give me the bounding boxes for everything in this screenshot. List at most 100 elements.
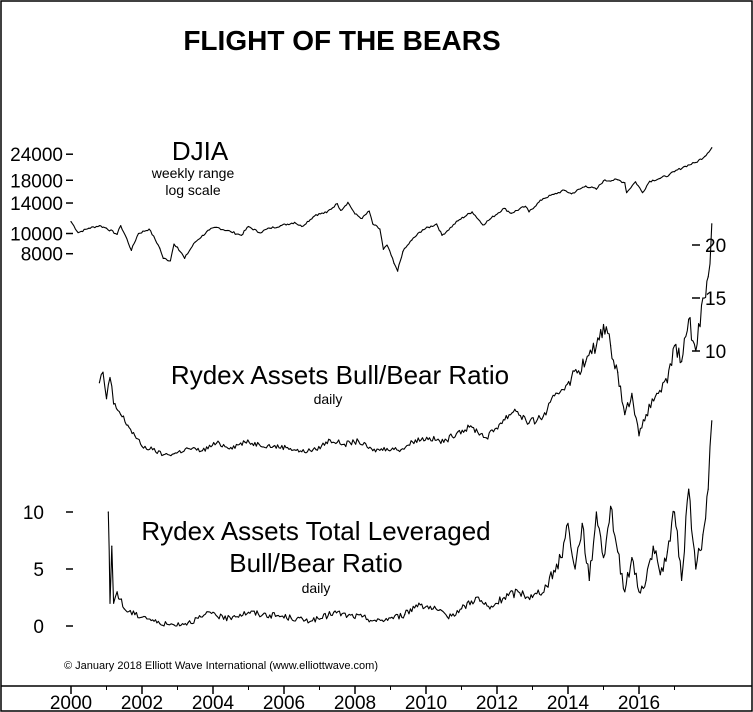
leveraged-data-point-49 — [645, 579, 647, 582]
bullbear-data-point-17 — [258, 443, 260, 445]
bullbear-data-point-43 — [610, 345, 612, 347]
bullbear-data-point-57 — [711, 223, 713, 225]
bullbear-y-tick-label-10: 10 — [705, 342, 726, 363]
djia-sublabel-weekly: weekly range — [151, 165, 235, 181]
leveraged-data-point-55 — [688, 488, 690, 490]
leveraged-data-point-14 — [233, 615, 235, 617]
djia-label: DJIA — [172, 136, 229, 166]
bullbear-data-point-14 — [215, 442, 218, 444]
djia-data-point-58 — [570, 193, 573, 195]
djia-data-point-33 — [361, 217, 363, 220]
leveraged-data-point-45 — [617, 551, 619, 553]
leveraged-data-point-25 — [389, 617, 392, 619]
bullbear-data-point-31 — [457, 431, 459, 433]
bullbear-data-point-3 — [109, 376, 111, 379]
x-tick-label-2014: 2014 — [547, 693, 590, 712]
bullbear-data-point-28 — [414, 439, 416, 441]
x-tick-label-2016: 2016 — [618, 693, 660, 712]
djia-data-point-23 — [269, 227, 271, 229]
djia-data-point-53 — [524, 205, 527, 207]
djia-data-point-41 — [402, 250, 404, 253]
djia-data-point-34 — [368, 210, 370, 212]
leveraged-data-point-38 — [567, 522, 569, 525]
bullbear-data-point-24 — [357, 440, 360, 442]
bullbear-label: Rydex Assets Bull/Bear Ratio — [171, 360, 509, 390]
bullbear-data-point-5 — [120, 414, 122, 416]
djia-data-point-37 — [382, 248, 384, 250]
bullbear-data-point-22 — [329, 439, 331, 441]
leveraged-data-point-48 — [638, 591, 640, 593]
djia-data-point-12 — [169, 260, 171, 262]
djia-data-point-45 — [441, 234, 443, 236]
djia-y-tick-label-10000: 10000 — [10, 225, 63, 246]
djia-data-point-9 — [148, 228, 150, 230]
djia-data-point-47 — [457, 220, 459, 222]
djia-data-point-25 — [294, 221, 296, 223]
bullbear-data-point-30 — [443, 441, 445, 443]
leveraged-data-point-6 — [134, 614, 136, 616]
bullbear-data-point-33 — [485, 437, 487, 439]
leveraged-data-point-37 — [560, 557, 562, 559]
djia-data-point-73 — [704, 155, 706, 158]
djia-data-point-31 — [347, 201, 349, 203]
djia-data-point-0 — [70, 221, 72, 223]
djia-data-point-51 — [503, 207, 505, 209]
leveraged-data-point-22 — [347, 615, 349, 617]
djia-data-point-52 — [510, 212, 512, 214]
leveraged-data-point-41 — [588, 579, 590, 582]
bullbear-data-point-41 — [595, 345, 598, 347]
bullbear-data-point-54 — [695, 350, 697, 352]
leveraged-y-tick-label-5: 5 — [33, 560, 44, 581]
leveraged-series-line — [107, 420, 713, 627]
bullbear-data-point-49 — [656, 392, 658, 394]
djia-data-point-8 — [137, 232, 140, 235]
djia-data-point-35 — [372, 223, 374, 225]
leveraged-data-point-2 — [111, 545, 113, 547]
djia-data-point-56 — [553, 193, 555, 195]
leveraged-data-point-23 — [361, 616, 363, 618]
bullbear-data-point-4 — [113, 403, 115, 405]
bullbear-data-point-51 — [673, 345, 676, 347]
copyright-note: © January 2018 Elliott Wave Internationa… — [64, 660, 378, 672]
bullbear-data-point-1 — [102, 371, 104, 373]
x-tick-label-2004: 2004 — [192, 693, 235, 712]
leveraged-data-point-47 — [631, 557, 633, 559]
djia-data-point-13 — [173, 243, 175, 245]
bullbear-data-point-12 — [187, 447, 189, 450]
leveraged-data-point-12 — [212, 611, 214, 613]
djia-data-point-16 — [194, 241, 196, 243]
x-tick-label-2008: 2008 — [334, 693, 376, 712]
djia-series-line — [70, 147, 713, 272]
leveraged-data-point-4 — [116, 591, 118, 593]
bullbear-data-point-0 — [98, 382, 100, 384]
leveraged-data-point-34 — [517, 591, 519, 593]
leveraged-data-point-29 — [446, 616, 448, 618]
leveraged-data-point-42 — [595, 511, 598, 513]
x-tick-label-2006: 2006 — [263, 693, 305, 712]
bullbear-data-point-46 — [631, 392, 633, 394]
leveraged-data-point-0 — [107, 511, 109, 513]
leveraged-data-point-33 — [503, 596, 505, 599]
djia-data-point-11 — [162, 257, 164, 259]
leveraged-data-point-32 — [489, 608, 491, 610]
djia-data-point-69 — [668, 174, 670, 176]
djia-y-tick-label-24000: 24000 — [10, 145, 63, 166]
bullbear-data-point-34 — [499, 422, 502, 424]
leveraged-data-point-46 — [624, 591, 626, 593]
djia-data-point-49 — [482, 224, 484, 226]
bullbear-data-point-18 — [272, 445, 274, 447]
leveraged-data-point-50 — [652, 545, 654, 547]
leveraged-data-point-3 — [113, 602, 115, 604]
leveraged-data-point-57 — [702, 534, 704, 536]
leveraged-data-point-1 — [109, 602, 111, 604]
leveraged-data-point-53 — [673, 511, 676, 513]
leveraged-data-point-13 — [223, 618, 225, 620]
bullbear-data-point-35 — [514, 408, 516, 410]
leveraged-data-point-59 — [711, 420, 713, 422]
djia-data-point-29 — [336, 203, 338, 205]
leveraged-data-point-36 — [546, 585, 548, 587]
leveraged-data-point-5 — [123, 608, 125, 610]
leveraged-data-point-56 — [695, 568, 697, 570]
djia-data-point-28 — [326, 212, 328, 214]
